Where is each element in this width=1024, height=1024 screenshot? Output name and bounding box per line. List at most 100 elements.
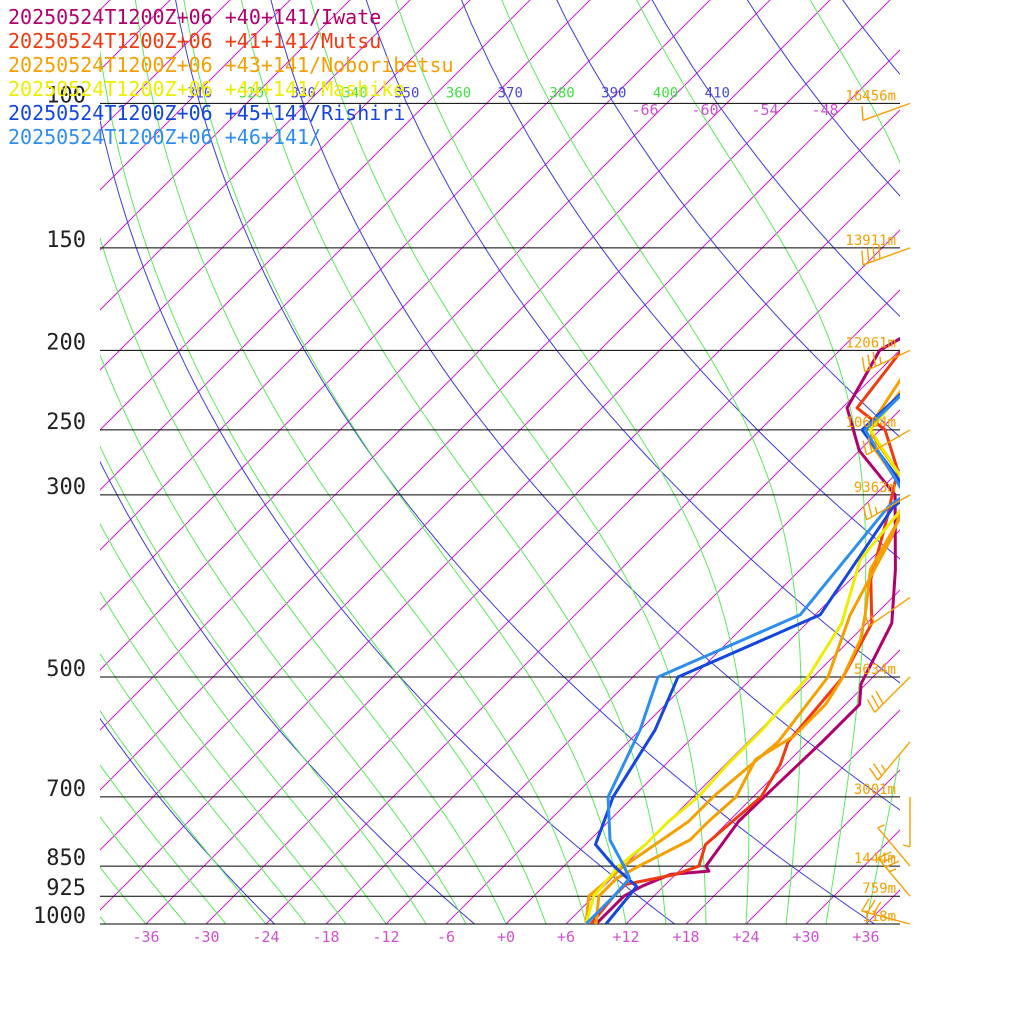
barb-flag	[861, 250, 864, 266]
barb-staff	[877, 857, 911, 897]
legend-entry: 20250524T1200Z+06 +45+141/Rishiri	[8, 101, 405, 125]
theta-label: 310	[187, 85, 212, 101]
pressure-label: 925	[46, 876, 86, 901]
x-tick-label: +12	[612, 928, 639, 946]
pressure-label: 250	[46, 410, 86, 435]
x-tick-label: -18	[312, 928, 339, 946]
barb-half-flag	[877, 824, 885, 829]
legend-entry: 20250524T1200Z+06 +44+141/Mashike	[8, 77, 405, 101]
theta-label: 330	[291, 85, 316, 101]
isotherm-top-label: -60	[691, 101, 718, 119]
series-line	[584, 377, 900, 924]
dry-adiabat-line	[461, 0, 900, 560]
barb-staff	[866, 429, 911, 456]
theta-label: 410	[705, 85, 730, 101]
pressure-label: 850	[46, 846, 86, 871]
x-tick-label: -12	[372, 928, 399, 946]
barb-staff	[877, 827, 911, 867]
x-tick-label: +24	[732, 928, 759, 946]
barb-flag	[862, 505, 868, 521]
moist-adiabat-lines	[100, 0, 900, 924]
theta-label: 350	[394, 85, 419, 101]
series-line	[594, 389, 900, 924]
series-line	[594, 336, 900, 924]
legend-time: 20250524T1200Z+06	[8, 53, 213, 77]
legend-location: +41+141/Mutsu	[213, 29, 382, 53]
wind-barb	[863, 596, 911, 627]
barb-half-flag	[870, 615, 875, 623]
height-label: 118m	[862, 909, 896, 925]
barb-half-flag	[874, 506, 878, 515]
legend-location: +43+141/Noboribetsu	[213, 53, 454, 77]
dry-adiabat-line	[556, 0, 900, 438]
legend-entry: 20250524T1200Z+06 +43+141/Noboribetsu	[8, 53, 454, 77]
moist-adiabat-line	[310, 0, 707, 924]
moist-adiabat-line	[100, 764, 227, 924]
barb-staff	[862, 102, 911, 122]
barb-staff	[877, 741, 911, 781]
axis-labels: 100 16456m 150 13911m 200 12061m 250 10604m 300 9…	[33, 83, 896, 946]
barb-half-flag	[879, 356, 882, 365]
height-label: 9363m	[854, 480, 896, 496]
pressure-label: 200	[46, 330, 86, 355]
wind-barb	[862, 429, 911, 456]
barb-flag	[863, 612, 870, 627]
pressure-label: 300	[46, 475, 86, 500]
x-tick-label: -36	[132, 928, 159, 946]
isotherm-top-label: -48	[811, 101, 838, 119]
barb-flag	[878, 244, 881, 259]
legend-time: 20250524T1200Z+06	[8, 125, 213, 149]
dry-adiabat-line	[100, 118, 675, 924]
barb-staff	[866, 494, 911, 521]
isotherm-line	[505, 529, 900, 924]
isotherm-line	[685, 709, 900, 924]
barb-flag	[872, 434, 878, 450]
moist-adiabat-line	[809, 0, 900, 924]
dry-adiabat-line	[270, 0, 900, 811]
isotherm-top-label: -66	[631, 101, 658, 119]
barb-flag	[885, 860, 900, 868]
barb-staff	[861, 910, 911, 925]
pressure-label: 150	[46, 228, 86, 253]
x-tick-label: +0	[497, 928, 515, 946]
x-tick-label: +18	[672, 928, 699, 946]
moist-adiabat-line	[395, 0, 750, 924]
series-line	[594, 392, 900, 924]
x-tick-label: +36	[852, 928, 879, 946]
barb-flag	[877, 851, 892, 859]
barb-half-flag	[889, 868, 897, 873]
height-label: 13911m	[845, 233, 896, 249]
moist-adiabat-line	[100, 522, 387, 924]
x-tick-label: -30	[192, 928, 219, 946]
moist-adiabat-line	[100, 353, 467, 924]
dry-adiabat-line	[100, 460, 475, 924]
theta-label: 380	[549, 85, 574, 101]
isotherm-top-label: -54	[751, 101, 778, 119]
barb-flag	[862, 440, 868, 456]
barb-staff	[862, 247, 911, 266]
moist-adiabat-line	[240, 0, 667, 924]
legend-location: +44+141/Mashike	[213, 77, 406, 101]
wind-barbs	[861, 102, 911, 925]
wind-barb	[861, 102, 911, 122]
barb-flag	[867, 354, 871, 370]
barb-flag	[866, 699, 876, 713]
series-line	[584, 391, 900, 924]
dry-adiabat-line	[175, 0, 875, 924]
barb-flag	[869, 767, 879, 781]
barb-flag	[875, 690, 884, 705]
wind-barb	[902, 796, 911, 848]
barb-flag	[872, 763, 883, 777]
theta-label: 390	[601, 85, 626, 101]
height-label: 5634m	[854, 662, 896, 678]
moist-adiabat-line	[134, 0, 587, 924]
theta-label: 360	[446, 85, 471, 101]
legend-time: 20250524T1200Z+06	[8, 101, 213, 125]
legend-time: 20250524T1200Z+06	[8, 29, 213, 53]
wind-barb	[877, 851, 911, 897]
moist-adiabat-line	[501, 0, 802, 924]
theta-label: 340	[342, 85, 367, 101]
moist-adiabat-line	[100, 48, 547, 924]
x-tick-label: -6	[437, 928, 455, 946]
